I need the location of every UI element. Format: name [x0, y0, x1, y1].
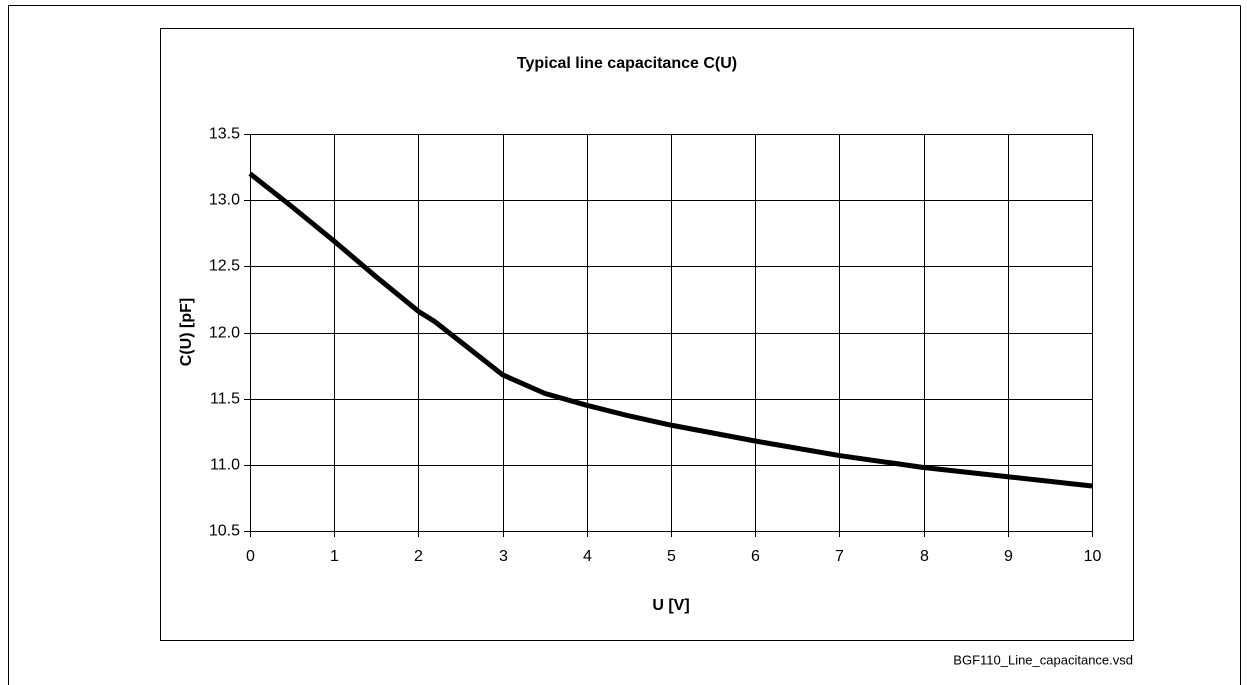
y-tick-label: 10.5 — [209, 523, 240, 540]
chart-title: Typical line capacitance C(U) — [517, 55, 737, 72]
x-axis-label: U [V] — [652, 597, 689, 614]
x-tick-label: 8 — [920, 548, 929, 565]
y-tick-label: 12.0 — [209, 325, 240, 342]
footnote: BGF110_Line_capacitance.vsd — [953, 652, 1133, 667]
plot-frame — [250, 134, 1093, 532]
x-tick-label: 10 — [1084, 548, 1102, 565]
y-tick-label: 11.0 — [210, 457, 240, 474]
chart-frame — [160, 28, 1134, 641]
x-tick-label: 2 — [414, 548, 423, 565]
y-tick-label: 13.5 — [209, 126, 240, 143]
x-tick-label: 9 — [1004, 548, 1013, 565]
x-tick-label: 3 — [499, 548, 508, 565]
x-tick-label: 4 — [583, 548, 592, 565]
x-tick-label: 7 — [835, 548, 844, 565]
x-tick-label: 1 — [330, 548, 339, 565]
y-tick-label: 12.5 — [209, 258, 240, 275]
y-tick-label: 13.0 — [209, 192, 240, 209]
x-tick-label: 6 — [751, 548, 760, 565]
x-tick-label: 0 — [246, 548, 255, 565]
y-axis-label: C(U) [pF] — [178, 298, 195, 366]
line-series — [248, 171, 1093, 489]
y-tick-label: 11.5 — [210, 391, 240, 408]
x-tick-label: 5 — [667, 548, 676, 565]
